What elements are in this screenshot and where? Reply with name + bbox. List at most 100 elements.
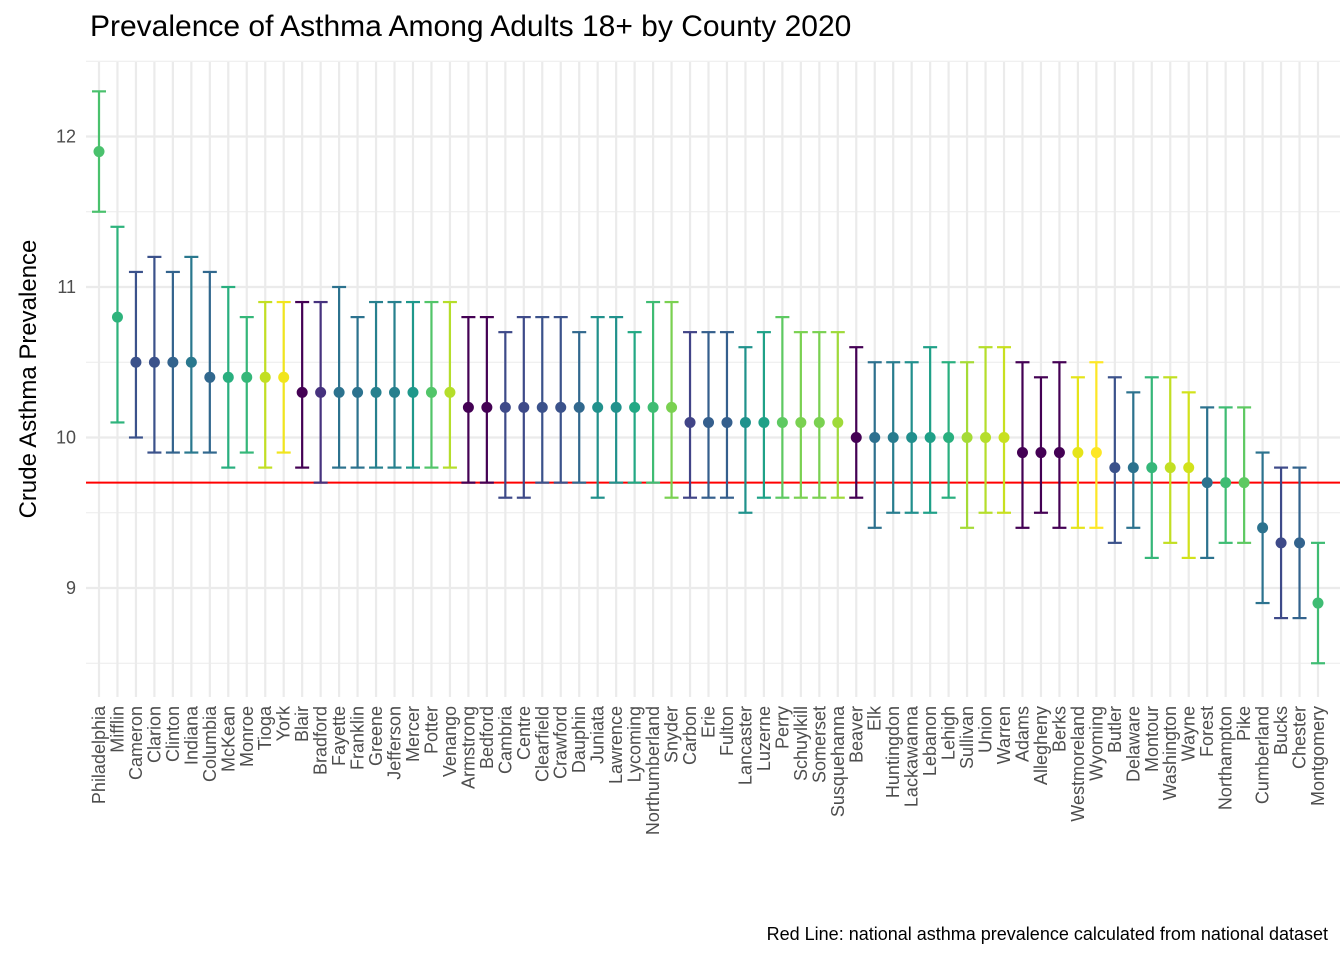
x-tick-label: Berks bbox=[1049, 706, 1069, 752]
x-tick-label: Huntingdon bbox=[883, 706, 903, 798]
data-point bbox=[887, 432, 899, 443]
error-bar bbox=[1052, 361, 1067, 529]
data-point bbox=[1201, 477, 1213, 489]
x-tick-label: Westmoreland bbox=[1068, 706, 1088, 822]
x-tick-label: Allegheny bbox=[1031, 706, 1051, 785]
data-point bbox=[1312, 597, 1324, 609]
error-bar bbox=[1126, 391, 1141, 529]
data-point bbox=[1016, 447, 1028, 459]
error-bar bbox=[683, 331, 698, 499]
error-bar bbox=[405, 300, 420, 469]
error-bar bbox=[147, 255, 162, 454]
x-tick-label: Clearfield bbox=[532, 706, 552, 782]
data-point bbox=[1220, 477, 1232, 489]
x-tick-label: Clarion bbox=[144, 706, 164, 763]
data-point bbox=[481, 401, 493, 413]
error-bar bbox=[1218, 406, 1233, 544]
x-tick-label: Franklin bbox=[348, 706, 368, 770]
y-tick-label: 10 bbox=[56, 428, 76, 448]
error-bar bbox=[1237, 406, 1252, 544]
error-bar bbox=[239, 316, 254, 454]
data-point bbox=[1238, 477, 1250, 489]
error-bar bbox=[1181, 391, 1196, 560]
data-point bbox=[1183, 462, 1195, 474]
x-tick-label: Cameron bbox=[126, 706, 146, 780]
error-bar bbox=[867, 361, 882, 529]
error-bar bbox=[923, 346, 938, 514]
error-bar bbox=[609, 316, 624, 484]
x-tick-label: Fulton bbox=[717, 706, 737, 756]
error-bar bbox=[646, 300, 661, 484]
x-tick-label: Monroe bbox=[237, 706, 257, 767]
data-point bbox=[924, 432, 936, 443]
x-tick-label: Schuylkill bbox=[791, 706, 811, 781]
y-tick-label: 11 bbox=[57, 277, 76, 297]
data-point bbox=[370, 386, 382, 398]
data-point bbox=[647, 401, 659, 413]
error-bar bbox=[332, 285, 347, 469]
data-point bbox=[739, 416, 751, 428]
error-bar bbox=[442, 300, 457, 469]
data-point bbox=[241, 371, 253, 383]
error-bar bbox=[479, 316, 494, 484]
data-point bbox=[592, 401, 604, 413]
x-tick-label: Sullivan bbox=[957, 706, 977, 769]
data-point bbox=[204, 371, 216, 383]
data-point bbox=[222, 371, 234, 383]
data-point bbox=[666, 401, 678, 413]
x-tick-label: Jefferson bbox=[385, 706, 405, 780]
error-bar bbox=[793, 331, 808, 499]
error-bar bbox=[498, 331, 513, 499]
x-tick-label: Clinton bbox=[163, 706, 183, 762]
data-point bbox=[185, 356, 197, 368]
data-point bbox=[1072, 447, 1084, 459]
x-tick-label: Greene bbox=[366, 706, 386, 766]
x-tick-label: Bedford bbox=[477, 706, 497, 769]
x-tick-label: Luzerne bbox=[754, 706, 774, 771]
x-tick-label: Dauphin bbox=[569, 706, 589, 773]
x-tick-label: Potter bbox=[421, 706, 441, 754]
x-tick-label: York bbox=[274, 705, 294, 741]
x-tick-label: Perry bbox=[772, 706, 792, 749]
x-tick-label: Mifflin bbox=[107, 706, 127, 753]
x-tick-label: Lawrence bbox=[606, 706, 626, 784]
data-point bbox=[130, 356, 142, 368]
data-point bbox=[684, 416, 696, 428]
data-point bbox=[869, 432, 881, 443]
data-point bbox=[555, 401, 567, 413]
data-point bbox=[961, 432, 973, 443]
x-tick-label: Philadelphia bbox=[89, 705, 109, 804]
data-point bbox=[850, 432, 862, 443]
x-tick-label: Lebanon bbox=[920, 706, 940, 776]
data-point bbox=[518, 401, 530, 413]
chart-title: Prevalence of Asthma Among Adults 18+ by… bbox=[90, 10, 852, 43]
error-bar bbox=[295, 300, 310, 469]
data-point bbox=[1294, 537, 1306, 549]
data-point bbox=[721, 416, 733, 428]
error-bar bbox=[997, 346, 1012, 514]
data-point bbox=[499, 401, 511, 413]
error-bar bbox=[110, 225, 125, 424]
error-bar bbox=[941, 361, 956, 499]
y-tick-labels: 9 10 11 12 bbox=[56, 127, 76, 599]
data-point bbox=[1035, 447, 1047, 459]
x-tick-label: McKean bbox=[218, 706, 238, 772]
data-point bbox=[167, 356, 179, 368]
x-tick-label: Montgomery bbox=[1308, 706, 1328, 806]
x-tick-label: Pike bbox=[1234, 706, 1254, 741]
chart-caption: Red Line: national asthma prevalence cal… bbox=[766, 924, 1328, 944]
error-bar bbox=[369, 300, 384, 469]
x-tick-label: Carbon bbox=[680, 706, 700, 765]
error-bar bbox=[258, 300, 273, 469]
x-tick-label: Northampton bbox=[1216, 706, 1236, 810]
data-point bbox=[444, 386, 456, 398]
error-bar bbox=[1089, 361, 1104, 529]
x-tick-label: Cambria bbox=[495, 705, 515, 774]
data-point bbox=[1053, 447, 1065, 459]
x-tick-label: Elk bbox=[865, 705, 885, 731]
x-tick-label: Bucks bbox=[1271, 706, 1291, 755]
error-bar bbox=[738, 346, 753, 514]
x-tick-label: Lancaster bbox=[735, 706, 755, 785]
data-point bbox=[296, 386, 308, 398]
data-point bbox=[315, 386, 327, 398]
